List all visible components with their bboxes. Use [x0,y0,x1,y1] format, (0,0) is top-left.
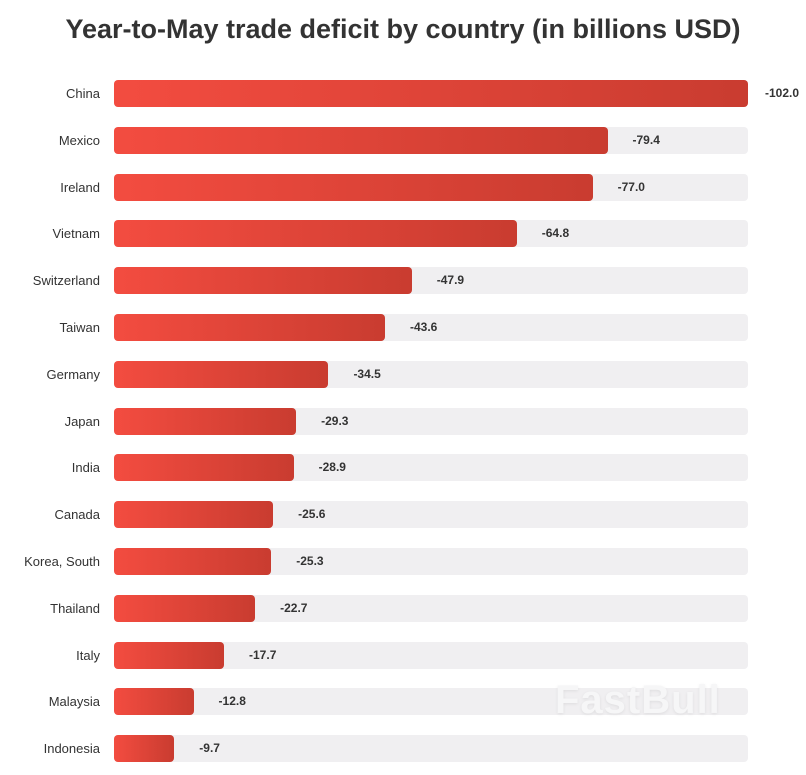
category-label: Japan [64,413,100,429]
bar-row: Korea, South -25.3 [0,548,806,575]
bar-row: India -28.9 [0,454,806,482]
category-label: Taiwan [59,320,100,335]
category-label: Italy [76,647,100,663]
bar-row: Canada -25.6 [0,501,806,529]
watermark-logo: FastBull [555,678,721,722]
category-label: Germany [46,366,100,382]
bar-row: Mexico -79.4 [0,126,806,154]
bar-row: Italy -17.7 [0,641,806,669]
bar-row: Thailand -22.7 [0,594,806,622]
bar [114,548,272,575]
bar-row: Taiwan -43.6 [0,314,806,341]
category-label: Mexico [58,132,100,148]
category-label: Korea, South [24,554,100,569]
bar [114,314,385,341]
value-label: -102.0 [765,86,800,100]
category-label: Vietnam [52,226,100,242]
value-label: -9.7 [199,741,220,756]
value-label: -34.5 [353,366,381,381]
bar [114,80,748,107]
bar-row: Indonesia -9.7 [0,735,806,763]
bar [114,220,517,248]
chart-title: Year-to-May trade deficit by country (in… [65,14,741,44]
bar-row: Malaysia -12.8 [0,688,806,716]
category-label: Switzerland [32,273,100,289]
bar [114,173,593,201]
value-label: -79.4 [632,132,660,147]
bar-track [114,688,748,716]
bar [114,735,175,763]
bar [114,454,294,482]
category-label: Canada [54,507,100,523]
bar [114,688,194,716]
bar-row: Ireland -77.0 [0,173,806,201]
bar [114,267,412,295]
bar [114,501,274,529]
bar [114,407,297,435]
value-label: -22.7 [280,600,308,615]
category-label: Ireland [60,179,100,195]
value-label: -64.8 [541,226,570,241]
value-label: -29.3 [321,413,349,428]
value-label: -77.0 [617,179,645,194]
bar-row: Switzerland -47.9 [0,267,806,295]
category-label: Malaysia [48,694,100,710]
bar [114,594,256,622]
bar-row: China -102.0 [0,80,806,107]
category-label: Thailand [50,600,100,616]
value-label: -17.7 [249,647,277,662]
category-label: India [71,460,100,476]
bar-track [114,735,748,763]
bar-row: Germany -34.5 [0,360,806,388]
value-label: -25.6 [298,507,326,522]
bar [114,641,225,669]
value-label: -43.6 [410,320,438,334]
value-label: -12.8 [218,694,246,709]
bar [114,360,329,388]
value-label: -25.3 [296,554,324,568]
value-label: -47.9 [436,273,465,288]
value-label: -28.9 [318,460,346,475]
category-label: China [66,86,100,101]
category-label: Indonesia [43,741,100,757]
bar-row: Vietnam -64.8 [0,220,806,248]
bar-row: Japan -29.3 [0,407,806,435]
bar [114,126,608,154]
